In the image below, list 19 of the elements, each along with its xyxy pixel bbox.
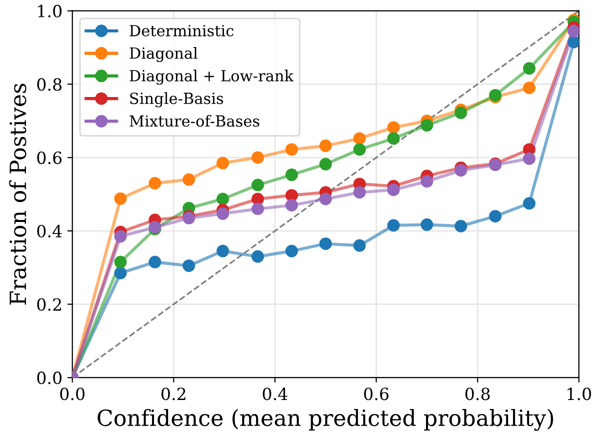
legend-label: Diagonal + Low-rank: [130, 70, 294, 85]
x-tick-label: 1.0: [568, 388, 592, 400]
legend-label: Single-Basis: [130, 92, 224, 108]
y-tick-label: 0.2: [37, 298, 62, 311]
y-tick-label: 0.4: [37, 224, 62, 238]
y-axis-title: Fraction of Postives: [9, 84, 26, 305]
y-tick-label: 1.0: [38, 4, 62, 18]
legend-label: Diagonal: [130, 47, 198, 62]
y-tick-label: 0.0: [37, 372, 62, 384]
x-tick-label: 0.2: [162, 388, 186, 400]
y-tick-label: 0.8: [37, 78, 62, 91]
x-tick-label: 0.6: [364, 388, 388, 400]
x-axis-title: Confidence (mean predicted probability): [98, 408, 554, 431]
x-tick-label: 0.8: [465, 388, 490, 400]
y-tick-label: 0.6: [37, 152, 62, 164]
legend-label: Deterministic: [130, 24, 234, 36]
x-tick-label: 0.4: [262, 388, 288, 400]
legend-label: Mixture-of-Bases: [130, 114, 260, 127]
x-tick-label: 0.0: [60, 388, 85, 400]
